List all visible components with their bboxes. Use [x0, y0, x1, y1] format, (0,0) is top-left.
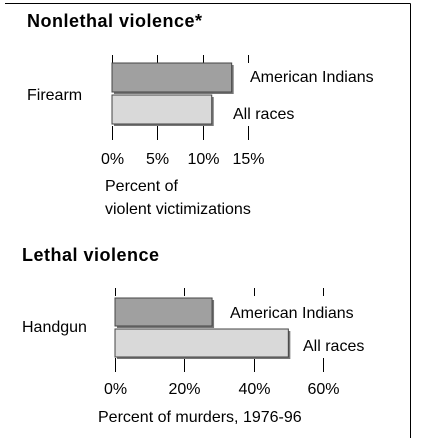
- x-axis-label: Percent of violent victimizations: [105, 178, 251, 218]
- x-axis-label: Percent of murders, 1976-96: [98, 409, 302, 426]
- x-tick-label: 0%: [101, 151, 124, 168]
- legend-label: All races: [233, 106, 294, 123]
- bar: [114, 328, 289, 358]
- bar: [111, 62, 233, 93]
- legend-label: American Indians: [230, 305, 354, 322]
- chart-title: Nonlethal violence*: [27, 11, 203, 31]
- category-label: Firearm: [27, 87, 82, 104]
- chart-title: Lethal violence: [22, 245, 160, 265]
- x-tick-label: 0%: [104, 381, 127, 398]
- x-tick-label: 15%: [232, 151, 264, 168]
- x-tick-label: 10%: [187, 151, 219, 168]
- legend-label: All races: [303, 338, 364, 355]
- legend-label: American Indians: [250, 69, 374, 86]
- x-tick-label: 20%: [168, 381, 200, 398]
- x-tick-label: 60%: [307, 381, 339, 398]
- bar: [114, 297, 213, 327]
- x-tick-label: 5%: [146, 151, 169, 168]
- bar: [111, 94, 213, 125]
- category-label: Handgun: [22, 319, 87, 336]
- x-tick-label: 40%: [238, 381, 270, 398]
